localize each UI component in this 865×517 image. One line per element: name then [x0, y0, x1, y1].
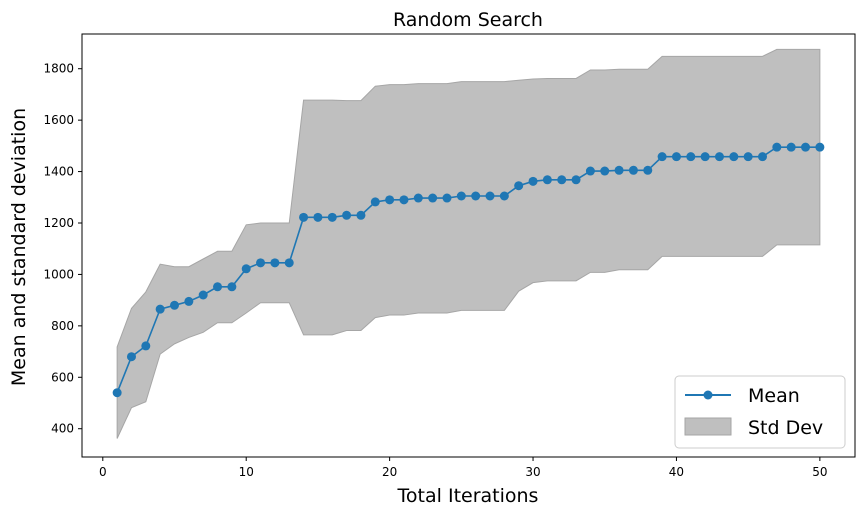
mean-point [542, 175, 552, 185]
mean-point [112, 388, 122, 398]
x-axis-label: Total Iterations [397, 485, 539, 507]
mean-point [714, 152, 724, 162]
x-axis-ticks: 0 10 20 30 40 50 [99, 457, 828, 479]
legend: Mean Std Dev [674, 375, 846, 449]
mean-point [213, 282, 223, 292]
y-tick-label: 1600 [43, 113, 74, 127]
legend-std-dev-swatch-icon [684, 417, 732, 436]
mean-point [801, 142, 811, 152]
mean-point [141, 341, 151, 351]
legend-mean-marker-icon [703, 390, 713, 400]
mean-point [614, 165, 624, 175]
mean-point [313, 212, 323, 222]
x-tick-label: 50 [812, 465, 827, 479]
y-tick-label: 1000 [43, 267, 74, 281]
mean-point [815, 142, 825, 152]
mean-point [370, 197, 380, 207]
y-tick-label: 1400 [43, 165, 74, 179]
mean-point [671, 152, 681, 162]
mean-point [442, 193, 452, 203]
x-tick-label: 30 [525, 465, 540, 479]
mean-point [758, 152, 767, 162]
chart-title: Random Search [393, 9, 543, 31]
y-tick-label: 400 [51, 422, 74, 436]
mean-point [327, 212, 337, 222]
legend-mean-label: Mean [748, 385, 800, 407]
mean-point [126, 352, 136, 362]
mean-point [772, 142, 782, 152]
mean-point [456, 191, 466, 201]
mean-point [241, 264, 251, 274]
mean-point [385, 195, 395, 205]
mean-point [600, 166, 610, 176]
legend-std-dev-label: Std Dev [748, 417, 823, 439]
x-tick-label: 0 [99, 465, 107, 479]
mean-point [299, 212, 309, 222]
mean-point [571, 175, 581, 185]
mean-point [198, 290, 208, 300]
mean-point [585, 166, 595, 176]
mean-point [686, 152, 696, 162]
mean-point [657, 152, 667, 162]
mean-point [786, 142, 796, 152]
y-tick-label: 800 [51, 319, 74, 333]
mean-point [700, 152, 710, 162]
x-tick-label: 40 [669, 465, 684, 479]
axes-frame [81, 33, 856, 458]
mean-point [628, 165, 638, 175]
mean-point [471, 191, 481, 201]
mean-point [499, 191, 509, 201]
x-tick-label: 20 [382, 465, 397, 479]
mean-point [342, 210, 352, 220]
y-axis-label: Mean and standard deviation [8, 108, 30, 386]
std-dev-band [116, 48, 821, 439]
mean-point [284, 258, 294, 268]
mean-point [399, 195, 409, 205]
plot-area [81, 33, 856, 458]
mean-point [256, 258, 266, 268]
mean-point [155, 304, 165, 314]
y-axis-ticks: 400 600 800 1000 1200 1400 1600 1800 [43, 62, 82, 436]
y-tick-label: 1800 [43, 62, 74, 76]
mean-point [270, 258, 280, 268]
mean-point [729, 152, 739, 162]
mean-point [557, 175, 567, 185]
x-tick-label: 10 [239, 465, 254, 479]
mean-point [743, 152, 753, 162]
mean-point [184, 296, 194, 306]
mean-point [227, 282, 237, 292]
y-tick-label: 600 [51, 370, 74, 384]
mean-point [356, 210, 366, 220]
mean-point [428, 193, 438, 203]
mean-point [485, 191, 495, 201]
mean-point [170, 300, 179, 310]
mean-point [413, 193, 423, 203]
mean-point [643, 165, 653, 175]
mean-point [514, 181, 524, 191]
mean-point [528, 176, 538, 186]
y-tick-label: 1200 [43, 216, 74, 230]
